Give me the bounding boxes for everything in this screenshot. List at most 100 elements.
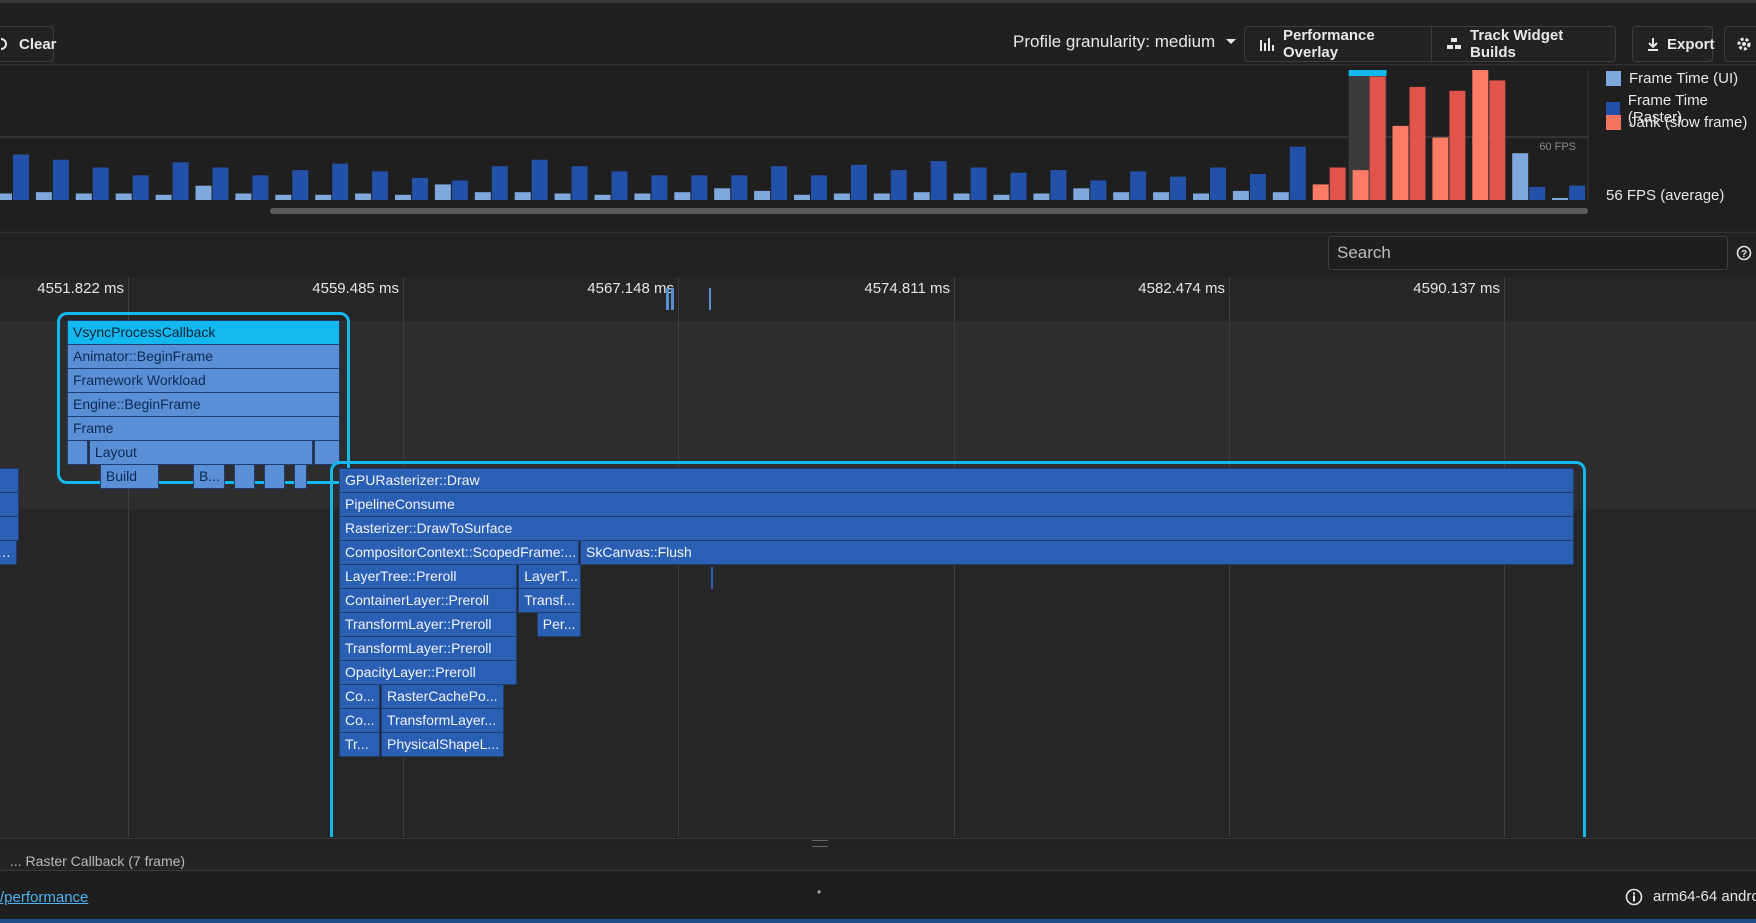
frame-bar-ui[interactable] <box>1073 188 1090 200</box>
frame-bar-ui[interactable] <box>35 192 52 200</box>
frame-bar-raster[interactable] <box>1289 146 1306 200</box>
frame-bar-ui[interactable] <box>794 194 810 200</box>
timeline-event[interactable]: Build <box>99 464 160 489</box>
frame-bar-raster[interactable] <box>531 159 548 200</box>
timeline-event-partial[interactable]: … <box>0 540 17 565</box>
timeline-event[interactable] <box>234 464 256 489</box>
frame-bar-raster[interactable] <box>332 163 349 200</box>
track-widget-builds-button[interactable]: Track Widget Builds <box>1431 26 1616 62</box>
search-input[interactable] <box>1328 236 1728 270</box>
timeline-event[interactable] <box>313 440 340 465</box>
timeline-event[interactable]: Framework Workload <box>67 368 340 393</box>
timeline-event[interactable]: TransformLayer::Preroll <box>339 612 518 637</box>
frame-bar-ui[interactable] <box>1113 192 1130 200</box>
timeline-event[interactable]: LayerTree::Preroll <box>339 564 518 589</box>
timeline-event[interactable]: Rasterizer::DrawToSurface <box>339 516 1574 541</box>
timeline-event[interactable]: Per... <box>536 612 582 637</box>
frame-bar-raster[interactable] <box>1170 176 1187 200</box>
help-icon[interactable]: ? <box>1736 245 1752 261</box>
frame-bar-ui[interactable] <box>714 188 731 200</box>
frame-bar-ui[interactable] <box>993 194 1010 200</box>
frame-bar-raster[interactable] <box>1449 90 1466 200</box>
frame-bar-ui[interactable] <box>833 193 850 201</box>
profile-granularity-dropdown[interactable]: Profile granularity: medium <box>1013 32 1237 52</box>
timeline-event[interactable]: LayerT... <box>518 564 582 589</box>
timeline-event[interactable]: B... <box>193 464 225 489</box>
frame-bar-raster[interactable] <box>172 162 189 200</box>
frame-bar-raster[interactable] <box>611 171 628 200</box>
frame-bar-ui[interactable] <box>873 193 890 201</box>
clear-button[interactable]: Clear <box>0 26 57 62</box>
frame-bar-raster[interactable] <box>491 166 508 200</box>
frame-bar-ui[interactable] <box>275 194 292 200</box>
frame-bar-ui[interactable] <box>395 194 411 200</box>
frame-bar-raster[interactable] <box>890 170 907 200</box>
frame-bar-ui[interactable] <box>514 192 531 200</box>
frame-bar-raster[interactable] <box>412 177 428 200</box>
frame-bar-ui[interactable] <box>554 193 571 201</box>
frame-bar-ui[interactable] <box>1392 125 1409 200</box>
frame-bar-ui[interactable] <box>1193 193 1209 201</box>
timeline-event[interactable]: Engine::BeginFrame <box>67 392 340 417</box>
timeline-event[interactable]: OpacityLayer::Preroll <box>339 660 518 685</box>
frame-bar-ui[interactable] <box>1153 192 1170 200</box>
frame-bar-ui[interactable] <box>953 193 970 201</box>
chart-scrollbar[interactable] <box>270 208 1588 214</box>
timeline-event[interactable]: TransformLayer... <box>381 708 504 733</box>
info-icon[interactable] <box>1625 888 1643 906</box>
frame-bar-ui[interactable] <box>1232 190 1249 200</box>
frame-bar-raster[interactable] <box>252 175 269 200</box>
timeline-event[interactable]: CompositorContext::ScopedFrame:... <box>339 540 580 565</box>
frame-bar-raster[interactable] <box>1130 171 1147 200</box>
timeline-event[interactable]: Animator::BeginFrame <box>67 344 340 369</box>
frame-bar-raster[interactable] <box>1090 180 1107 201</box>
timeline-event-sliver[interactable] <box>671 288 674 310</box>
frame-bar-ui[interactable] <box>1352 170 1369 200</box>
frame-bar-ui[interactable] <box>235 193 252 201</box>
timeline-event[interactable]: SkCanvas::Flush <box>580 540 1574 565</box>
frame-bar-raster[interactable] <box>1569 185 1586 200</box>
frame-bar-ui[interactable] <box>1033 193 1050 201</box>
frame-bar-ui[interactable] <box>155 194 172 200</box>
frame-bar-raster[interactable] <box>811 175 827 200</box>
timeline-event[interactable]: Transf... <box>518 588 582 613</box>
frame-bar-raster[interactable] <box>1210 167 1226 201</box>
frame-bar-ui[interactable] <box>674 192 691 200</box>
performance-overlay-button[interactable]: Performance Overlay <box>1244 26 1432 62</box>
frame-bar-raster[interactable] <box>212 167 229 201</box>
frame-bar-ui[interactable] <box>754 190 771 200</box>
timeline-event[interactable]: RasterCachePo... <box>381 684 504 709</box>
timeline-event[interactable]: PhysicalShapeL... <box>381 732 504 757</box>
timeline-event-partial[interactable] <box>0 492 19 517</box>
frame-bar-raster[interactable] <box>930 161 947 200</box>
timeline-event-partial[interactable] <box>0 516 19 541</box>
frame-bar-raster[interactable] <box>1010 172 1027 200</box>
frame-bar-raster[interactable] <box>52 159 69 200</box>
frame-bar-ui[interactable] <box>434 184 451 200</box>
frame-bar-raster[interactable] <box>13 154 29 201</box>
splitter-grip-icon[interactable] <box>812 840 828 847</box>
frame-bar-raster[interactable] <box>771 166 788 200</box>
timeline-event-partial[interactable] <box>0 468 19 493</box>
frame-bar-ui[interactable] <box>115 193 132 201</box>
frame-bar-raster[interactable] <box>1329 167 1346 201</box>
timeline-event[interactable]: VsyncProcessCallback <box>67 320 340 345</box>
frame-bar-raster[interactable] <box>571 166 588 200</box>
frame-bar-ui[interactable] <box>634 193 651 201</box>
timeline-event[interactable]: Co... <box>339 708 381 733</box>
frame-bar-ui[interactable] <box>75 193 92 201</box>
frame-bar-ui[interactable] <box>195 185 212 200</box>
frame-bar-raster[interactable] <box>132 175 149 200</box>
frame-bar-ui[interactable] <box>315 194 332 200</box>
frame-bar-ui[interactable] <box>1512 153 1529 200</box>
frame-bar-ui[interactable] <box>1432 137 1449 200</box>
frame-bar-raster[interactable] <box>451 180 468 201</box>
settings-button[interactable] <box>1724 26 1756 62</box>
timeline-event[interactable]: Frame <box>67 416 340 441</box>
export-button[interactable]: Export <box>1632 26 1715 62</box>
frame-bar-raster[interactable] <box>1409 86 1426 200</box>
timeline-event[interactable]: Tr... <box>339 732 381 757</box>
timeline-event[interactable] <box>264 464 286 489</box>
frame-bar-raster[interactable] <box>1529 187 1546 200</box>
frame-bar-ui[interactable] <box>0 193 12 201</box>
